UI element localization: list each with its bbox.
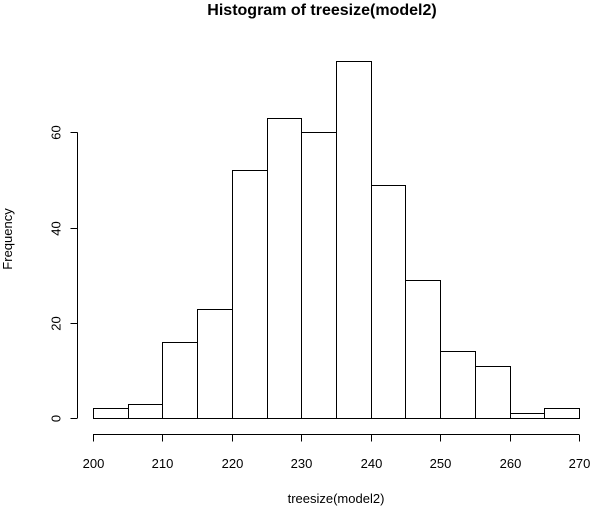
histogram-bar-9 (405, 280, 441, 419)
y-tick-label-0: 0 (49, 415, 64, 422)
histogram-bar-7 (336, 61, 372, 419)
x-tick-label-220: 220 (222, 456, 244, 471)
x-tick-label-200: 200 (83, 456, 105, 471)
x-tick-label-210: 210 (152, 456, 174, 471)
histogram-bar-12 (510, 413, 545, 419)
histogram-bar-8 (371, 185, 406, 419)
y-tick-label-60: 60 (49, 125, 64, 139)
histogram-bar-13 (544, 408, 580, 419)
histogram-bar-6 (301, 132, 337, 419)
histogram-bar-2 (162, 342, 198, 419)
bars-group (93, 61, 580, 419)
chart-title: Histogram of treesize(model2) (207, 2, 436, 19)
y-tick-label-40: 40 (49, 221, 64, 235)
x-axis: 200 210 220 230 240 250 260 270 (83, 434, 591, 471)
x-tick-label-260: 260 (500, 456, 522, 471)
histogram-bar-0 (93, 408, 129, 419)
histogram-bar-5 (267, 118, 302, 419)
x-tick-label-270: 270 (569, 456, 591, 471)
y-axis-label: Frequency (0, 208, 15, 270)
histogram-bar-11 (475, 366, 511, 419)
y-tick-label-20: 20 (49, 316, 64, 330)
x-tick-label-250: 250 (430, 456, 452, 471)
histogram-bar-10 (440, 351, 476, 419)
histogram-bar-3 (197, 309, 233, 419)
x-tick-label-230: 230 (291, 456, 313, 471)
x-tick-label-240: 240 (361, 456, 383, 471)
y-axis: 0 20 40 60 (49, 125, 78, 422)
histogram-bar-1 (128, 404, 163, 419)
histogram-bar-4 (232, 170, 268, 419)
x-axis-label: treesize(model2) (288, 491, 385, 506)
